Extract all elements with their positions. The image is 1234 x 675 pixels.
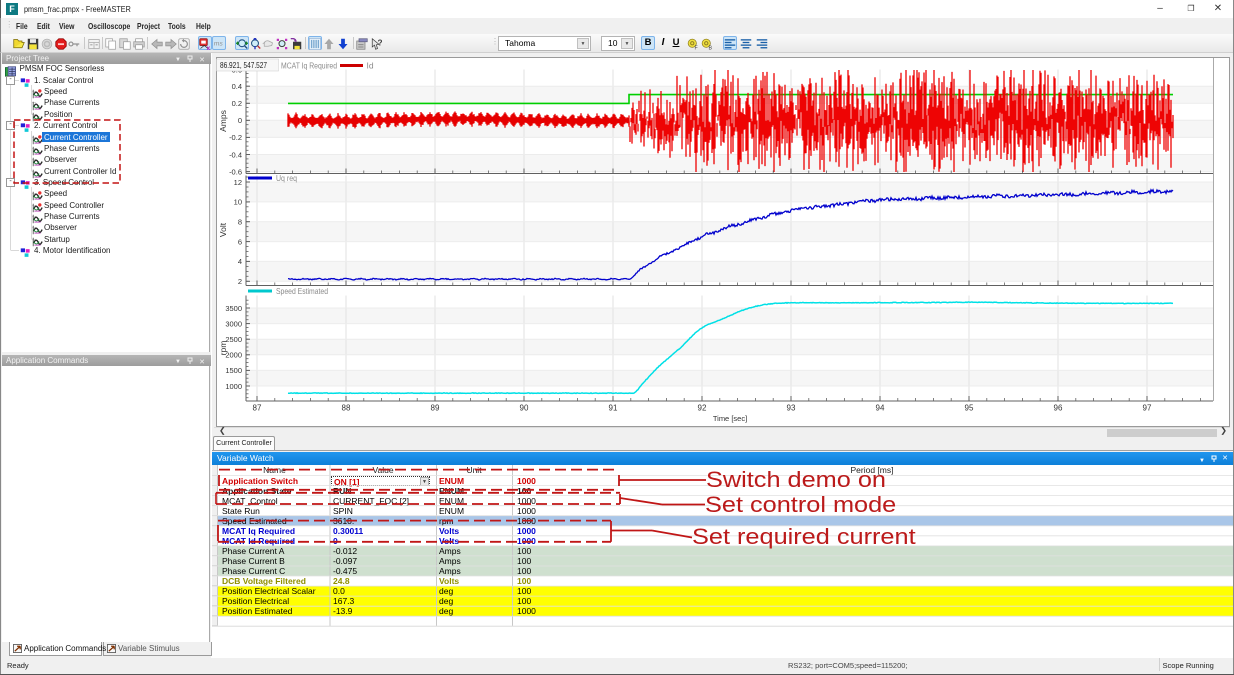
svg-text:88: 88: [342, 404, 351, 413]
svg-text:0.4: 0.4: [232, 82, 242, 91]
svg-text:3500: 3500: [225, 304, 242, 313]
svg-text:-0.2: -0.2: [229, 133, 242, 142]
svg-text:2: 2: [238, 277, 242, 286]
svg-text:92: 92: [698, 404, 707, 413]
svg-text:F: F: [695, 45, 698, 50]
svg-text:94: 94: [876, 404, 885, 413]
svg-text:2000: 2000: [225, 351, 242, 360]
svg-text:Speed Estimated: Speed Estimated: [276, 286, 328, 296]
svg-text:96: 96: [1054, 404, 1063, 413]
svg-text:90: 90: [520, 404, 529, 413]
svg-text:8: 8: [238, 218, 242, 227]
svg-text:-0.4: -0.4: [229, 150, 242, 159]
svg-text:91: 91: [609, 404, 618, 413]
svg-text:6: 6: [238, 237, 242, 246]
svg-text:rpm: rpm: [218, 341, 228, 356]
svg-text:0.2: 0.2: [232, 99, 242, 108]
svg-text:4: 4: [238, 257, 242, 266]
svg-text:?: ?: [378, 39, 383, 48]
svg-text:-0.6: -0.6: [229, 167, 242, 176]
svg-text:95: 95: [965, 404, 974, 413]
svg-text:2500: 2500: [225, 335, 242, 344]
svg-text:93: 93: [787, 404, 796, 413]
svg-text:Time [sec]: Time [sec]: [713, 414, 747, 423]
svg-text:89: 89: [431, 404, 440, 413]
svg-text:Amps: Amps: [218, 110, 228, 132]
svg-text:MCAT Iq Required: MCAT Iq Required: [281, 61, 337, 71]
svg-text:86.921, 547.527: 86.921, 547.527: [220, 61, 267, 70]
svg-text:3000: 3000: [225, 319, 242, 328]
svg-text:Volt: Volt: [218, 222, 228, 237]
svg-text:x: x: [207, 45, 211, 50]
svg-text:12: 12: [234, 178, 242, 187]
svg-text:97: 97: [1143, 404, 1152, 413]
svg-text:87: 87: [253, 404, 262, 413]
svg-text:ms: ms: [214, 41, 224, 48]
svg-text:1500: 1500: [225, 366, 242, 375]
svg-text:1000: 1000: [225, 382, 242, 391]
svg-text:10: 10: [234, 198, 242, 207]
svg-text:Id: Id: [367, 61, 374, 71]
svg-text:B: B: [709, 45, 713, 50]
svg-text:0: 0: [238, 116, 242, 125]
svg-text:Uq req: Uq req: [276, 173, 297, 183]
